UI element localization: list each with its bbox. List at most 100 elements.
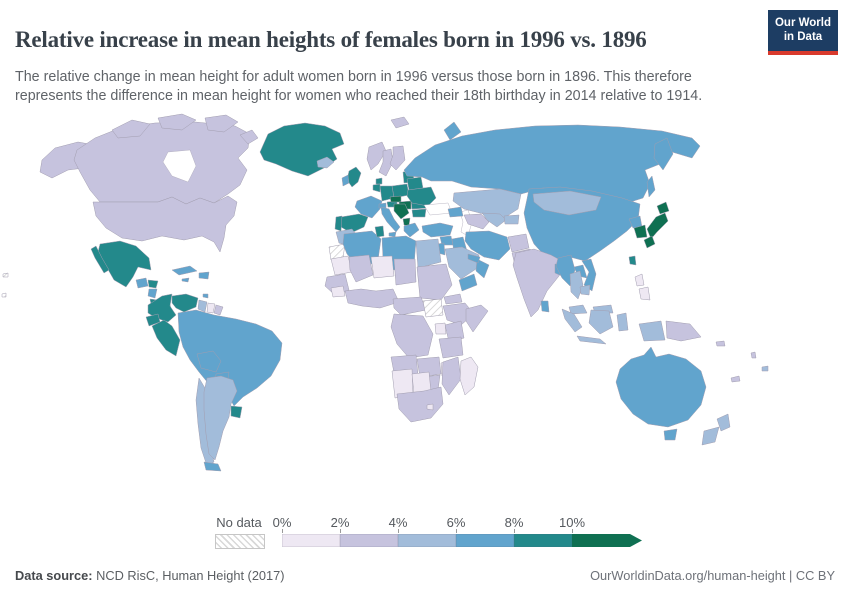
- country-new-caledonia[interactable]: [730, 375, 741, 383]
- country-russia-kamchatka[interactable]: [653, 137, 674, 171]
- country-fiji[interactable]: [761, 365, 769, 372]
- country-jamaica[interactable]: [181, 277, 190, 283]
- country-canadian-arctic-4[interactable]: [239, 129, 259, 145]
- country-taiwan[interactable]: [628, 255, 637, 266]
- country-guinea[interactable]: [330, 285, 346, 298]
- country-finland[interactable]: [389, 145, 406, 171]
- legend-bin-4-6[interactable]: [398, 534, 456, 547]
- country-kyrgyzstan-tajikistan[interactable]: [503, 214, 520, 225]
- country-madagascar[interactable]: [459, 356, 479, 396]
- country-argentina[interactable]: [203, 375, 238, 461]
- country-south-korea[interactable]: [633, 224, 648, 239]
- country-mexico-baja[interactable]: [90, 245, 110, 274]
- country-france[interactable]: [354, 195, 383, 219]
- country-venezuela[interactable]: [171, 293, 199, 313]
- country-russia[interactable]: [403, 124, 701, 205]
- country-papua-new-guinea[interactable]: [665, 320, 702, 342]
- country-bulgaria[interactable]: [411, 208, 427, 218]
- country-somalia[interactable]: [465, 304, 489, 333]
- country-svalbard[interactable]: [390, 116, 410, 129]
- country-indonesia-sulawesi[interactable]: [616, 312, 629, 332]
- legend-bin-10-plus[interactable]: [572, 534, 642, 547]
- country-hispaniola[interactable]: [198, 271, 210, 280]
- country-balkans[interactable]: [393, 203, 410, 220]
- country-iran[interactable]: [464, 230, 511, 261]
- country-trinidad[interactable]: [202, 293, 209, 299]
- legend-bin-2-4[interactable]: [340, 534, 398, 547]
- country-philippines-south[interactable]: [638, 286, 651, 301]
- country-uruguay[interactable]: [230, 405, 243, 419]
- country-pacific-speck-1[interactable]: [2, 272, 9, 278]
- country-vietnam[interactable]: [581, 258, 597, 292]
- country-new-zealand-north[interactable]: [716, 413, 731, 432]
- country-indonesia-papua[interactable]: [638, 320, 666, 342]
- country-new-zealand-south[interactable]: [701, 426, 720, 446]
- country-norway[interactable]: [366, 141, 387, 171]
- country-cameroon-car[interactable]: [392, 296, 427, 316]
- country-sri-lanka[interactable]: [540, 300, 550, 313]
- country-turkey[interactable]: [421, 222, 454, 238]
- country-uzbekistan[interactable]: [481, 212, 507, 228]
- country-bolivia[interactable]: [196, 350, 222, 373]
- country-chile-south[interactable]: [203, 461, 222, 472]
- license-link[interactable]: OurWorldinData.org/human-height | CC BY: [590, 568, 835, 583]
- country-lesotho[interactable]: [426, 403, 434, 411]
- country-canada[interactable]: [73, 121, 251, 205]
- country-greece[interactable]: [403, 222, 420, 238]
- country-guyana[interactable]: [197, 299, 208, 313]
- country-cambodia[interactable]: [579, 284, 591, 296]
- country-indonesia-borneo[interactable]: [588, 309, 614, 335]
- legend-bin-0-2[interactable]: [282, 534, 340, 547]
- legend-bin-8-10[interactable]: [514, 534, 572, 547]
- country-united-states[interactable]: [92, 195, 238, 253]
- country-italy[interactable]: [380, 206, 401, 233]
- country-honduras[interactable]: [147, 279, 159, 289]
- country-peru[interactable]: [151, 319, 181, 357]
- country-czechia[interactable]: [389, 195, 402, 203]
- country-italy-sicily[interactable]: [388, 231, 397, 238]
- country-oman[interactable]: [475, 258, 490, 279]
- owid-logo[interactable]: Our World in Data: [768, 10, 838, 55]
- country-tunisia[interactable]: [374, 225, 385, 238]
- country-indonesia-java[interactable]: [576, 335, 607, 345]
- country-french-guiana[interactable]: [213, 304, 224, 316]
- country-south-sudan[interactable]: [422, 298, 444, 318]
- country-guatemala[interactable]: [135, 277, 149, 289]
- country-russia-sakhalin[interactable]: [646, 175, 656, 198]
- country-japan-honshu[interactable]: [646, 212, 669, 240]
- country-suriname[interactable]: [206, 302, 216, 314]
- country-brazil[interactable]: [177, 309, 283, 407]
- country-afghanistan[interactable]: [507, 233, 530, 253]
- country-vanuatu[interactable]: [750, 351, 757, 359]
- country-mali[interactable]: [348, 254, 374, 283]
- country-cuba[interactable]: [171, 265, 198, 276]
- country-belarus[interactable]: [406, 176, 424, 191]
- country-kenya[interactable]: [444, 320, 465, 343]
- country-iceland[interactable]: [316, 156, 335, 169]
- country-tanzania[interactable]: [438, 336, 464, 359]
- country-chad[interactable]: [393, 258, 417, 286]
- country-south-africa[interactable]: [396, 386, 444, 423]
- country-india[interactable]: [512, 248, 563, 318]
- country-mongolia[interactable]: [532, 190, 602, 216]
- legend-no-data-swatch[interactable]: [215, 534, 265, 549]
- country-novaya-zemlya[interactable]: [443, 121, 462, 141]
- country-dr-congo[interactable]: [390, 313, 434, 359]
- country-philippines-north[interactable]: [634, 273, 645, 287]
- country-zambia[interactable]: [416, 356, 442, 378]
- country-mauritania[interactable]: [330, 255, 353, 276]
- country-pacific-speck-2[interactable]: [1, 292, 7, 298]
- country-uganda[interactable]: [434, 322, 447, 335]
- country-niger[interactable]: [370, 255, 395, 279]
- country-united-kingdom[interactable]: [346, 166, 362, 188]
- country-eritrea-djibouti[interactable]: [443, 293, 463, 305]
- legend-bin-6-8[interactable]: [456, 534, 514, 547]
- country-ghana-nigeria-belt[interactable]: [344, 288, 400, 309]
- country-sudan[interactable]: [416, 263, 453, 301]
- country-yemen[interactable]: [458, 273, 478, 292]
- country-japan-hokkaido[interactable]: [656, 201, 670, 215]
- country-turkmenistan[interactable]: [463, 213, 490, 230]
- country-ireland[interactable]: [341, 174, 350, 187]
- country-egypt[interactable]: [415, 238, 442, 269]
- country-caucasus[interactable]: [447, 206, 464, 218]
